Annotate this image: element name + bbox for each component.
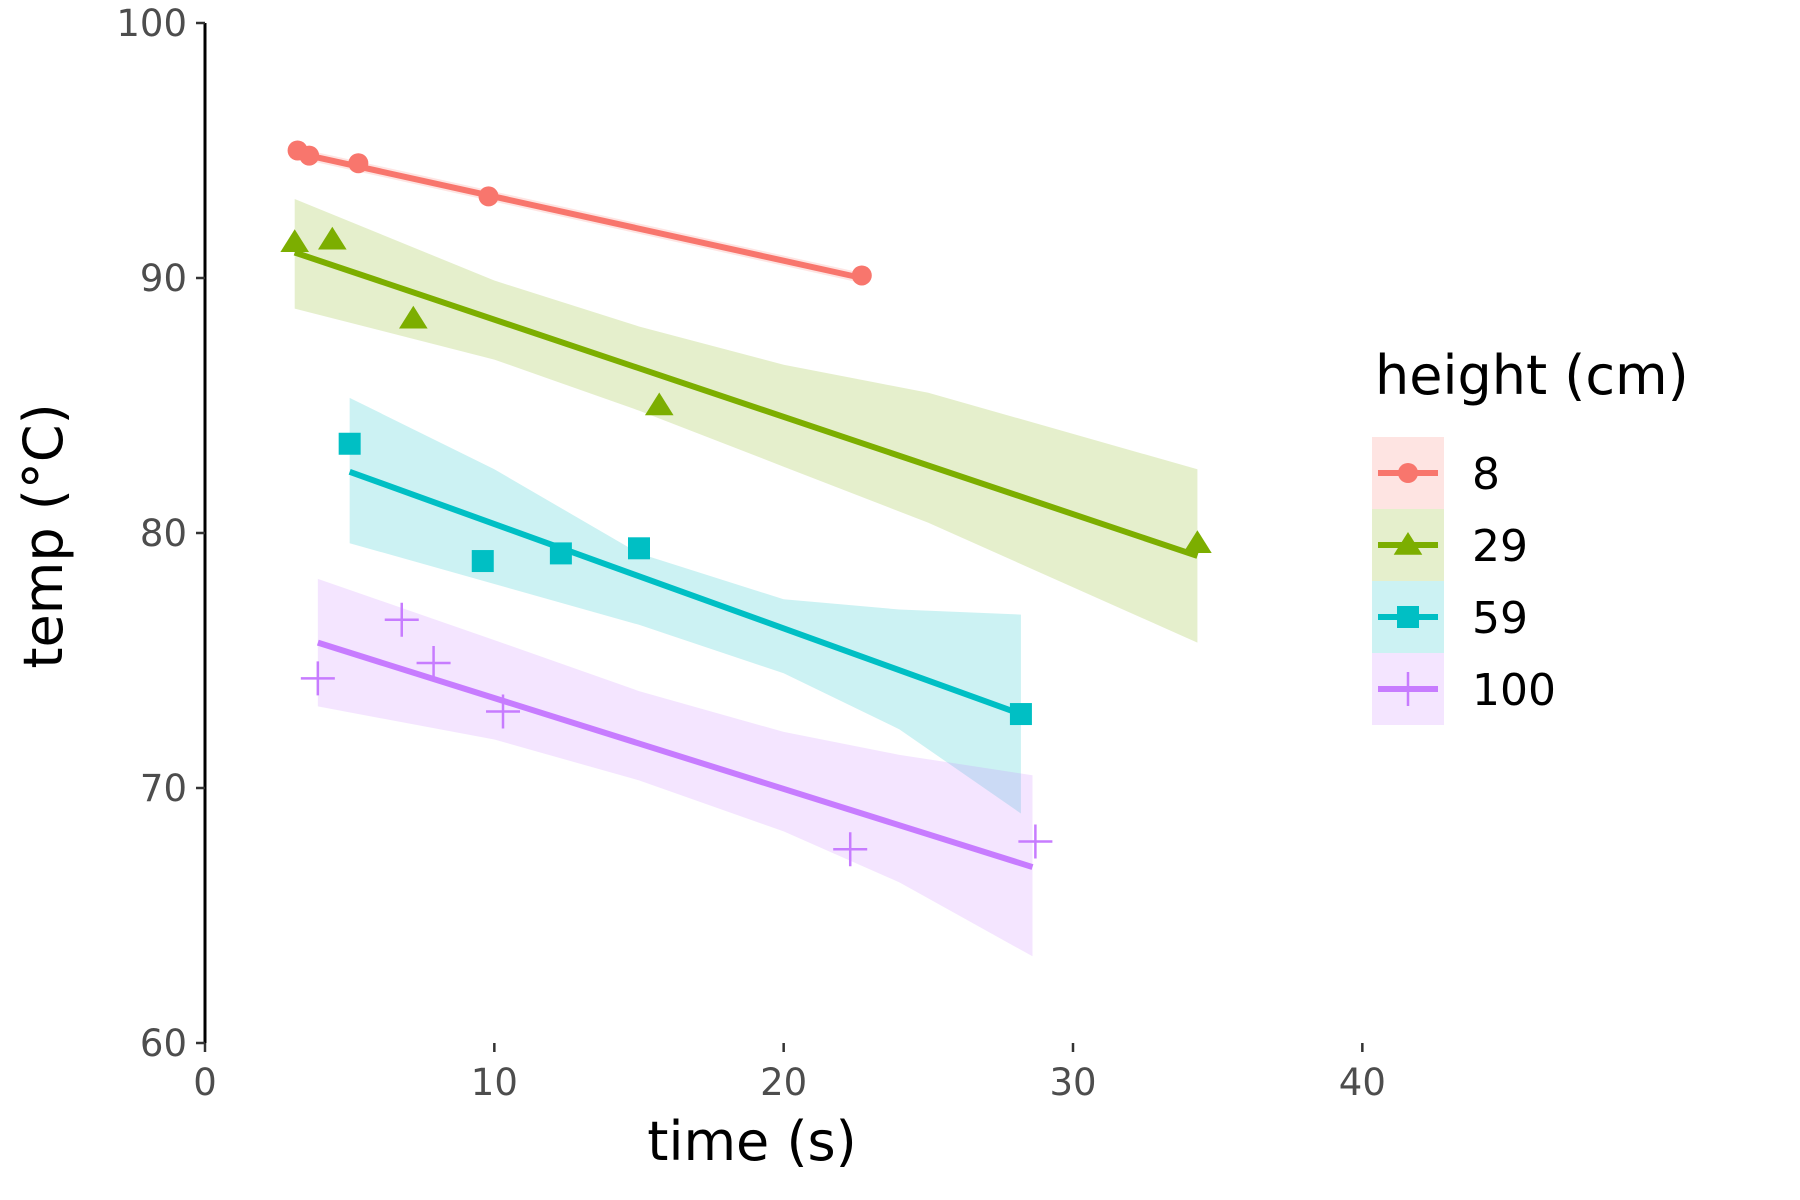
data-point-series-100: [300, 661, 335, 696]
data-point-series-100: [1018, 824, 1053, 859]
data-point-series-8: [299, 145, 320, 166]
data-point-series-29: [1183, 530, 1212, 553]
data-point-series-29: [644, 392, 674, 416]
band-series-59: [349, 397, 1021, 814]
legend: 8 29 59 100: [1372, 437, 1556, 725]
x-tick-label: 30: [1049, 1061, 1096, 1104]
x-axis-title: time (s): [647, 1110, 856, 1173]
x-tick-label: 40: [1339, 1061, 1386, 1104]
legend-label-29: 29: [1472, 521, 1528, 572]
data-point-series-29: [318, 226, 347, 250]
data-points: [280, 140, 1212, 867]
data-point-series-59: [1009, 703, 1032, 726]
x-tick-label: 20: [760, 1061, 807, 1104]
fit-line-series-29: [293, 249, 1199, 559]
data-point-series-8: [851, 265, 872, 286]
data-point-series-100: [833, 832, 868, 867]
data-point-series-29: [280, 229, 309, 253]
y-axis-title: temp (°C): [12, 403, 75, 668]
fit-line-series-8: [296, 150, 863, 281]
data-point-series-59: [471, 550, 494, 573]
data-point-series-29: [399, 305, 428, 329]
data-point-series-8: [478, 186, 499, 207]
legend-key-marker-100: [1391, 672, 1425, 706]
y-tick-label: 60: [140, 1022, 187, 1065]
data-point-series-59: [338, 432, 361, 455]
data-point-series-100: [416, 646, 451, 681]
band-series-29: [294, 198, 1198, 643]
fit-lines: [293, 150, 1199, 870]
data-point-series-59: [628, 537, 650, 560]
y-tick-label: 70: [140, 767, 187, 810]
data-point-series-59: [549, 542, 572, 565]
legend-label-100: 100: [1472, 665, 1556, 716]
y-tick-label: 80: [140, 512, 187, 555]
data-point-series-100: [486, 694, 521, 729]
x-tick-label: 10: [471, 1061, 518, 1104]
data-point-series-100: [384, 602, 419, 637]
fit-line-series-100: [316, 639, 1034, 870]
fit-line-series-59: [348, 468, 1022, 717]
y-tick-label: 90: [140, 257, 187, 300]
legend-key-marker-8: [1398, 463, 1418, 483]
legend-label-59: 59: [1472, 593, 1528, 644]
legend-key-marker-59: [1397, 606, 1419, 628]
band-series-100: [317, 578, 1033, 957]
legend-label-8: 8: [1472, 449, 1500, 500]
data-point-series-8: [348, 153, 369, 174]
axes: 60 70 80 90 100 0 10 20 30 40: [116, 2, 1386, 1104]
y-tick-label: 100: [116, 2, 187, 45]
x-tick-label: 0: [193, 1061, 217, 1104]
confidence-bands: [294, 147, 1198, 957]
legend-title: height (cm): [1375, 344, 1689, 407]
legend-key-marker-29: [1393, 532, 1423, 555]
